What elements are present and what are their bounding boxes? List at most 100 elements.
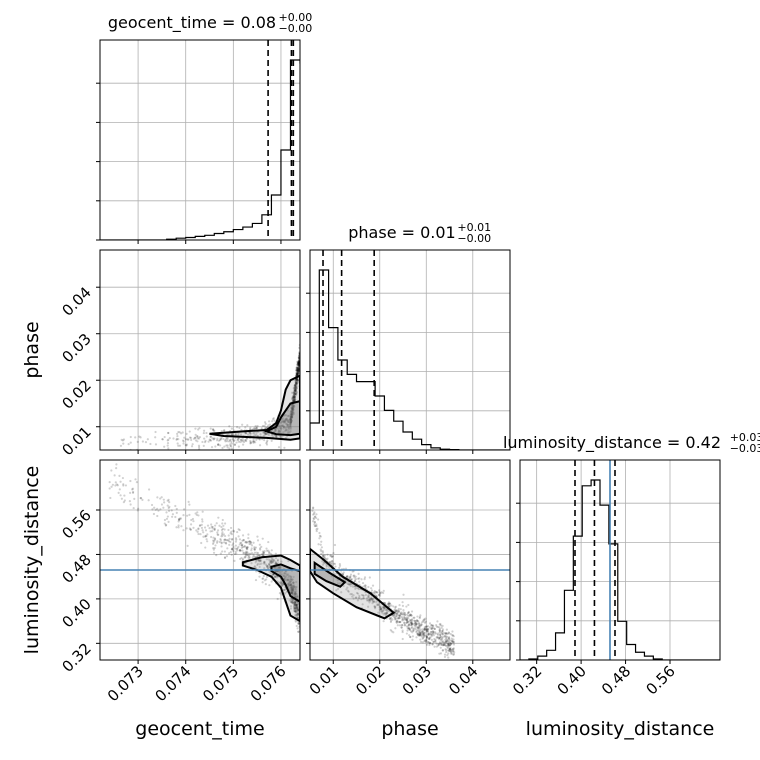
scatter-point (289, 423, 292, 426)
scatter-point (288, 579, 291, 582)
scatter-point (229, 532, 232, 535)
scatter-point (189, 528, 192, 531)
scatter-point (380, 591, 383, 594)
scatter-point (294, 600, 297, 603)
scatter-point (233, 552, 237, 556)
scatter-point (385, 613, 388, 616)
scatter-point (256, 539, 260, 542)
scatter-point (270, 439, 273, 442)
scatter-point (290, 590, 293, 594)
scatter-point (297, 363, 300, 366)
scatter-point (266, 565, 269, 568)
scatter-point (297, 595, 300, 599)
scatter-point (447, 656, 450, 659)
scatter-point (430, 627, 433, 630)
scatter-point (394, 616, 397, 620)
scatter-point (269, 552, 272, 555)
scatter-point (247, 537, 250, 540)
scatter-point (267, 558, 270, 561)
scatter-point (176, 434, 179, 438)
scatter-point (284, 571, 287, 574)
scatter-point (253, 427, 256, 430)
scatter-point (282, 574, 285, 578)
panel-luminosity_distance_vs_phase-frame (309, 459, 511, 661)
scatter-point (297, 363, 300, 366)
scatter-point (281, 583, 284, 586)
scatter-point (283, 446, 286, 449)
scatter-point (292, 588, 295, 591)
scatter-point (182, 529, 185, 532)
scatter-point (296, 371, 299, 374)
scatter-point (218, 540, 221, 544)
scatter-point (216, 437, 219, 440)
scatter-point (293, 385, 296, 389)
scatter-point (249, 434, 252, 437)
scatter-point (268, 552, 271, 555)
scatter-point (388, 605, 391, 608)
scatter-point (188, 513, 191, 516)
scatter-point (154, 436, 157, 439)
scatter-point (330, 560, 334, 563)
scatter-point (297, 360, 300, 363)
scatter-point (297, 369, 300, 372)
scatter-point (326, 557, 329, 560)
scatter-point (210, 523, 213, 526)
hist-phase-frame (309, 249, 511, 451)
scatter-point (333, 543, 337, 547)
scatter-point (248, 540, 252, 543)
scatter-point (405, 618, 408, 621)
scatter-point (443, 643, 446, 647)
scatter-point (293, 592, 296, 595)
scatter-point (348, 583, 351, 586)
scatter-point (421, 628, 424, 631)
scatter-point (394, 612, 398, 615)
scatter-point (255, 426, 259, 429)
scatter-point (270, 580, 273, 583)
scatter-point (396, 624, 399, 627)
hist-geocent_time-frame (99, 39, 301, 241)
scatter-point (292, 585, 295, 588)
scatter-point (294, 606, 297, 610)
scatter-point (115, 467, 118, 470)
scatter-point (389, 602, 392, 605)
scatter-point (382, 589, 385, 592)
scatter-point (230, 553, 233, 556)
scatter-point (438, 652, 441, 655)
scatter-point (410, 627, 413, 630)
scatter-point (292, 404, 295, 407)
scatter-point (439, 633, 442, 636)
scatter-point (437, 643, 440, 646)
scatter-point (267, 549, 270, 552)
scatter-point (295, 390, 298, 393)
scatter-point (438, 630, 442, 633)
scatter-point (448, 649, 451, 653)
scatter-point (280, 424, 283, 428)
scatter-point (178, 444, 182, 447)
scatter-point (267, 563, 271, 566)
scatter-point (426, 641, 429, 644)
scatter-point (223, 541, 226, 544)
scatter-point (296, 366, 299, 369)
scatter-point (296, 369, 299, 372)
scatter-point (371, 584, 375, 587)
scatter-point (253, 547, 256, 550)
scatter-point (419, 638, 422, 641)
scatter-point (426, 625, 430, 628)
scatter-point (249, 441, 252, 444)
scatter-point (356, 586, 360, 590)
scatter-point (398, 614, 402, 617)
scatter-point (278, 566, 282, 569)
scatter-point (424, 625, 427, 628)
scatter-point (292, 399, 295, 402)
scatter-point (271, 418, 275, 421)
scatter-point (426, 629, 429, 632)
scatter-point (291, 413, 294, 416)
scatter-point (261, 577, 264, 580)
scatter-point (239, 549, 242, 552)
scatter-point (448, 644, 451, 647)
scatter-point (228, 543, 231, 546)
scatter-point (349, 573, 353, 576)
scatter-point (278, 426, 281, 429)
title-geocent_time: geocent_time = 0.08 +0.00−0.00 (108, 11, 312, 35)
scatter-point (292, 590, 295, 593)
